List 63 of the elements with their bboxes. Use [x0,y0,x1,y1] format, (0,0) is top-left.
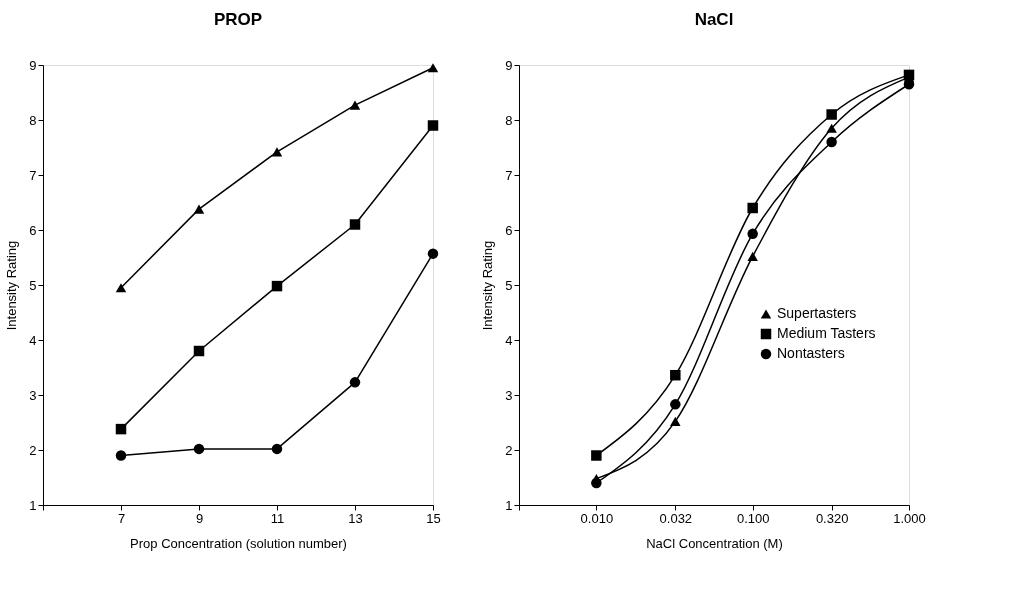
y-axis-title: Intensity Rating [480,240,496,331]
point [115,450,127,461]
y-tick-label: 5 [505,277,513,293]
point [349,377,361,388]
y-tick-label: 4 [29,332,37,348]
y-tick-label: 9 [29,57,37,73]
x-tick-label: 0.010 [580,510,614,526]
legend-label: Nontasters [777,345,845,361]
point [826,109,837,120]
y-tick-label: 1 [29,497,37,513]
x-tick-label: 13 [348,510,363,526]
point [826,123,837,133]
point [271,280,283,292]
point [747,202,758,214]
x-tick-label: 0.032 [659,510,693,526]
point [427,248,439,259]
y-tick-label: 3 [29,387,37,403]
y-tick-label: 8 [29,112,37,128]
y-tick-label: 2 [505,442,513,458]
point [747,228,758,240]
point [271,443,283,455]
x-tick-label: 15 [426,510,441,526]
point [193,204,205,214]
x-tick-label: 7 [117,510,126,526]
y-tick-label: 7 [29,167,37,183]
chart-title: PROP [213,10,263,29]
y-tick-label: 8 [505,112,513,128]
x-tick-label: 11 [270,510,285,526]
x-axis-title: NaCl Concentration (M) [646,535,783,551]
point [591,450,602,461]
point [670,399,681,410]
point [193,443,205,455]
point [349,100,361,110]
point [271,147,283,157]
point [427,63,439,73]
y-tick-label: 5 [29,277,37,293]
y-tick-label: 6 [505,222,513,238]
x-tick-label: 9 [195,510,204,526]
point [193,345,205,357]
x-tick-label: 0.100 [736,510,770,526]
y-tick-label: 1 [505,497,513,513]
point [747,251,758,261]
point [826,136,837,148]
point [115,423,127,435]
y-tick-label: 2 [29,442,37,458]
y-tick-label: 4 [505,332,513,348]
point [591,477,602,489]
y-axis-title: Intensity Rating [4,240,20,331]
y-tick-label: 9 [505,57,513,73]
chart-title: NaCl [694,10,734,29]
y-tick-label: 7 [505,167,513,183]
x-tick-label: 0.320 [815,510,849,526]
x-axis-title: Prop Concentration (solution number) [130,535,347,551]
point [670,416,681,426]
legend-label: Supertasters [777,305,857,321]
point [427,120,439,131]
y-tick-label: 6 [29,222,37,238]
legend-label: Medium Tasters [777,325,876,341]
point [670,369,681,381]
x-tick-label: 1.000 [893,510,926,526]
point [349,219,361,230]
y-tick-label: 3 [505,387,513,403]
point [115,283,127,293]
